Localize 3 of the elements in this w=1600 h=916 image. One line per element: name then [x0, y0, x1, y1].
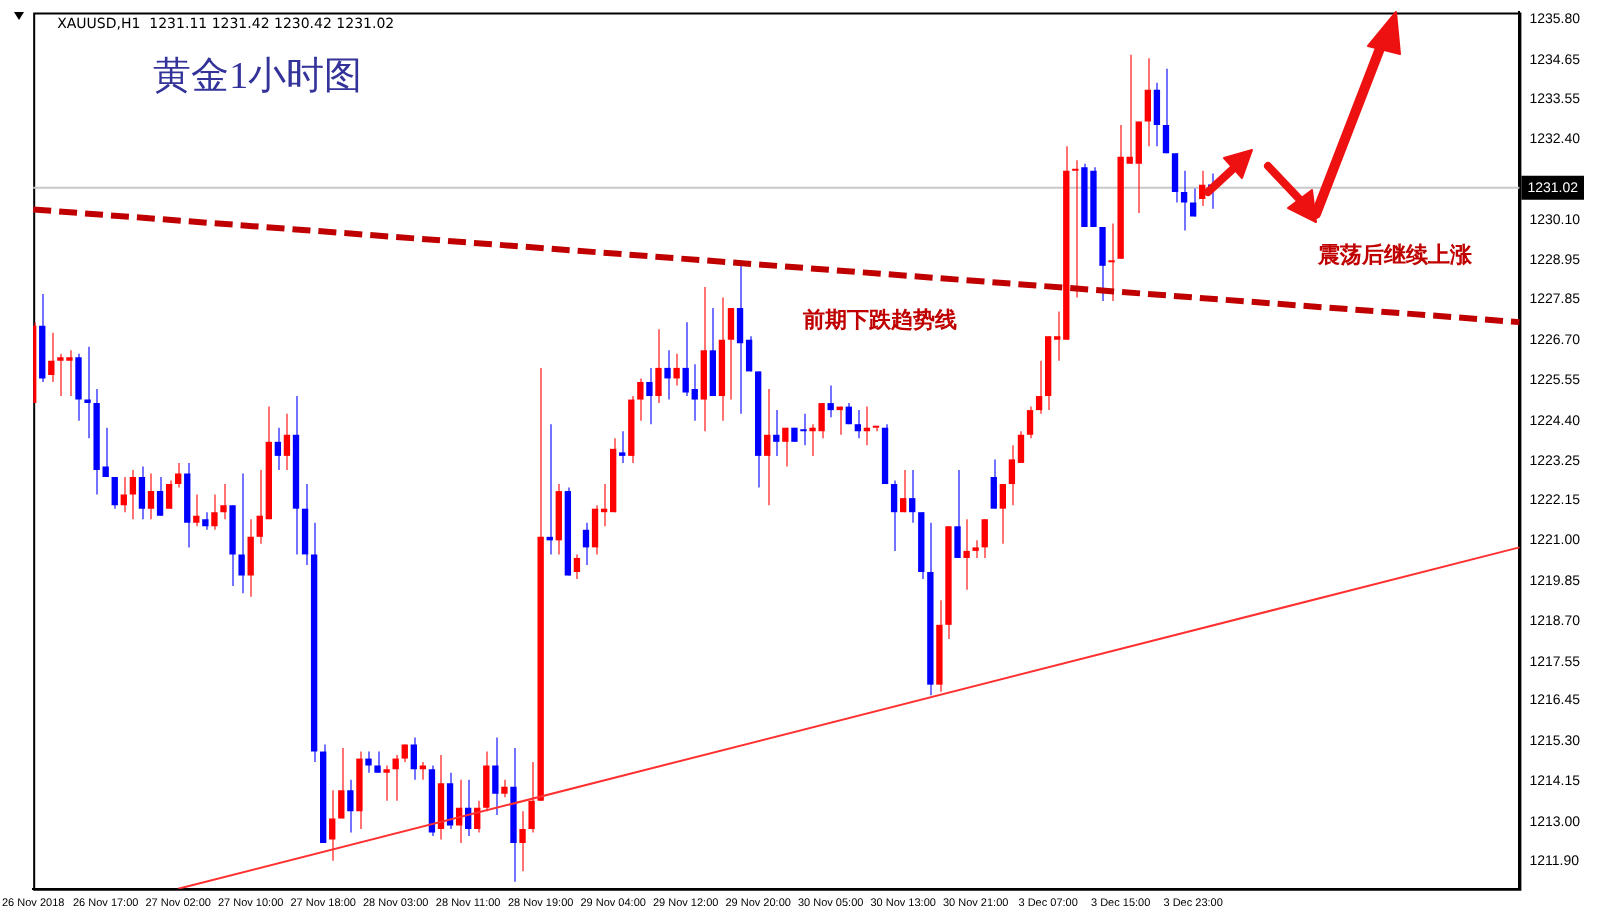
annotation: 震荡后继续上涨	[1316, 242, 1475, 269]
series-label: 前期下跌趋势线	[801, 307, 958, 334]
text: 黄金1小时图	[153, 56, 363, 99]
